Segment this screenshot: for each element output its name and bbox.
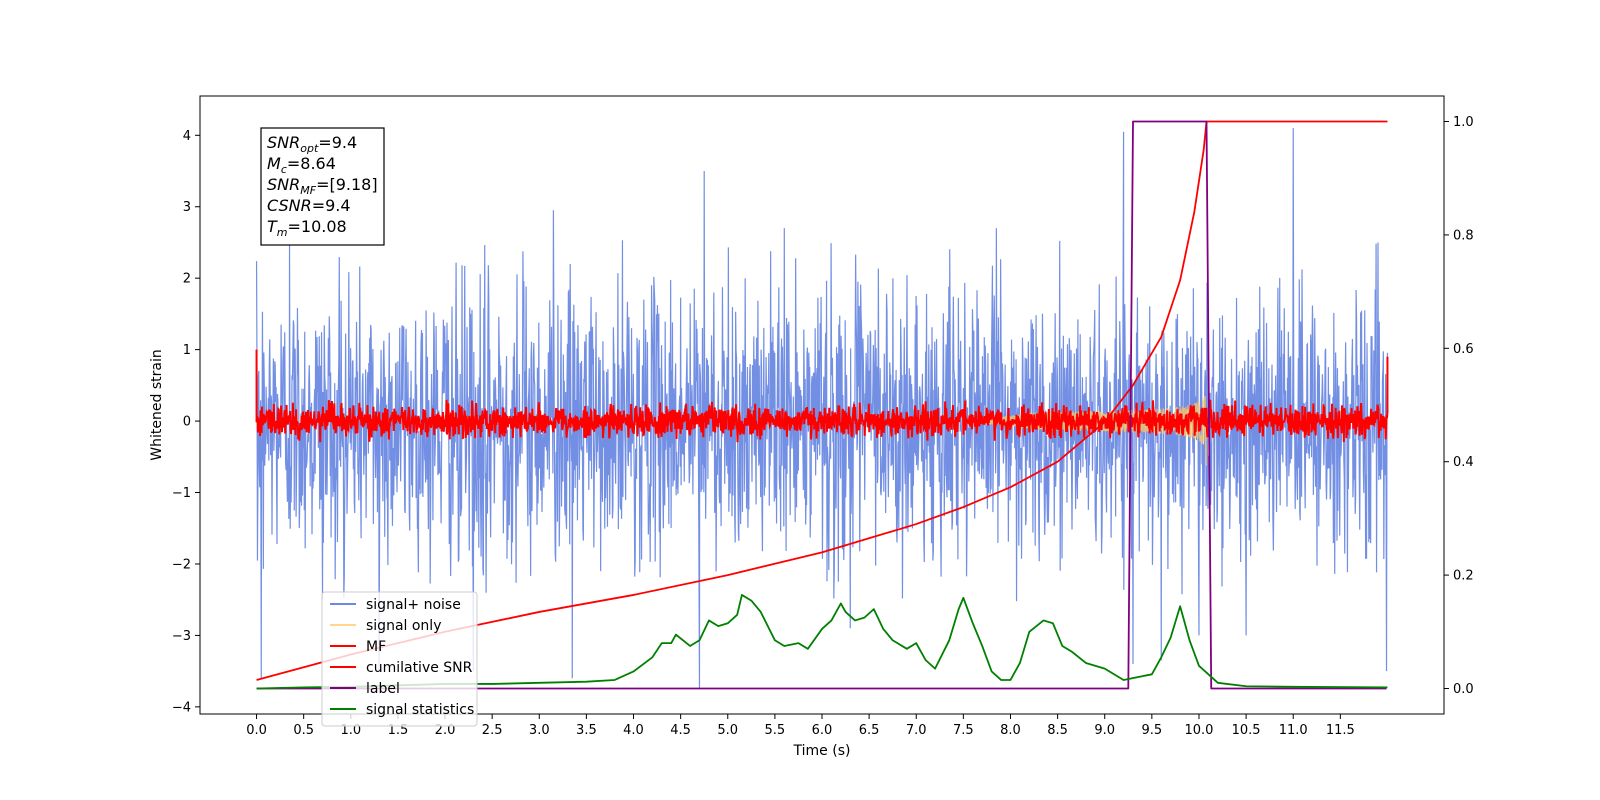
x-tick-label: 10.0 (1184, 723, 1213, 738)
legend-label: signal only (366, 618, 441, 634)
y-left-tick-label: 3 (183, 200, 191, 215)
x-tick-label: 8.5 (1047, 723, 1068, 738)
legend-label: label (366, 681, 400, 697)
y-right-axis-ticks: 1.0 0.8 0.6 0.4 0.2 0.0 (1444, 115, 1474, 697)
x-tick-label: 6.0 (812, 723, 833, 738)
x-tick-label: 3.5 (576, 723, 597, 738)
series-label (256, 120, 1387, 690)
x-tick-label: 5.0 (717, 723, 738, 738)
y-right-tick-label: 0.2 (1453, 569, 1474, 584)
x-tick-label: 8.0 (1000, 723, 1021, 738)
x-tick-label: 0.5 (293, 723, 314, 738)
x-tick-label: 1.0 (340, 723, 361, 738)
x-tick-label: 11.5 (1326, 723, 1355, 738)
series-line (255, 128, 1389, 689)
x-tick-label: 6.5 (859, 723, 880, 738)
y-right-tick-label: 0.6 (1453, 342, 1474, 357)
x-tick-label: 4.0 (623, 723, 644, 738)
y-axis-label: Whitened strain (149, 349, 165, 460)
series-signal-statistics (256, 594, 1388, 690)
y-left-tick-label: −1 (172, 486, 191, 501)
series-signal-noise (255, 128, 1389, 689)
legend-label: MF (366, 639, 386, 655)
x-tick-label: 2.0 (435, 723, 456, 738)
x-tick-label: 5.5 (765, 723, 786, 738)
y-left-tick-label: −2 (172, 557, 191, 572)
x-axis-label: Time (s) (793, 743, 851, 759)
y-left-tick-label: 0 (183, 415, 191, 430)
info-line: Tm=10.08 (267, 217, 347, 239)
x-tick-label: 3.0 (529, 723, 550, 738)
x-tick-label: 1.5 (388, 723, 409, 738)
y-right-tick-label: 0.0 (1453, 682, 1474, 697)
series-cumilative-snr (256, 120, 1388, 681)
x-tick-label: 7.0 (906, 723, 927, 738)
series-line (256, 120, 1388, 681)
x-tick-label: 0.0 (246, 723, 267, 738)
y-left-tick-label: 2 (183, 272, 191, 287)
y-left-axis-ticks: 4 3 2 1 0 −1 −2 −3 −4 (172, 129, 200, 715)
series-mf (255, 349, 1389, 443)
info-line: SNRopt=9.4 (267, 133, 357, 155)
x-tick-label: 4.5 (670, 723, 691, 738)
y-left-tick-label: 1 (183, 343, 191, 358)
series-line (256, 120, 1387, 690)
y-right-tick-label: 0.4 (1453, 455, 1474, 470)
x-tick-label: 7.5 (953, 723, 974, 738)
x-tick-label: 11.0 (1279, 723, 1308, 738)
legend-label: signal statistics (366, 702, 474, 718)
x-tick-label: 2.5 (482, 723, 503, 738)
series-line (256, 594, 1388, 690)
info-line: SNRMF=[9.18] (267, 175, 378, 197)
legend: signal+ noise signal only MF cumilative SNR… (321, 591, 478, 727)
x-tick-label: 9.0 (1094, 723, 1115, 738)
y-right-tick-label: 1.0 (1453, 115, 1474, 130)
y-left-tick-label: −4 (172, 700, 191, 715)
info-line: Mc=8.64 (267, 154, 336, 176)
series-line (255, 349, 1389, 443)
y-left-tick-label: −3 (172, 629, 191, 644)
legend-frame (321, 591, 478, 727)
x-axis-ticks: 0.0 0.5 1.0 1.5 2.0 2.5 3.0 3.5 4.0 4.5 5.0 5.5 6.0 6… (246, 714, 1355, 738)
x-tick-label: 10.5 (1232, 723, 1261, 738)
y-right-tick-label: 0.8 (1453, 228, 1474, 243)
plot-area (255, 120, 1389, 690)
legend-label: cumilative SNR (366, 660, 473, 676)
legend-label: signal+ noise (366, 597, 461, 613)
info-line: CSNR=9.4 (267, 196, 351, 215)
x-tick-label: 9.5 (1142, 723, 1163, 738)
y-left-tick-label: 4 (183, 129, 191, 144)
info-box-frame (260, 127, 385, 246)
